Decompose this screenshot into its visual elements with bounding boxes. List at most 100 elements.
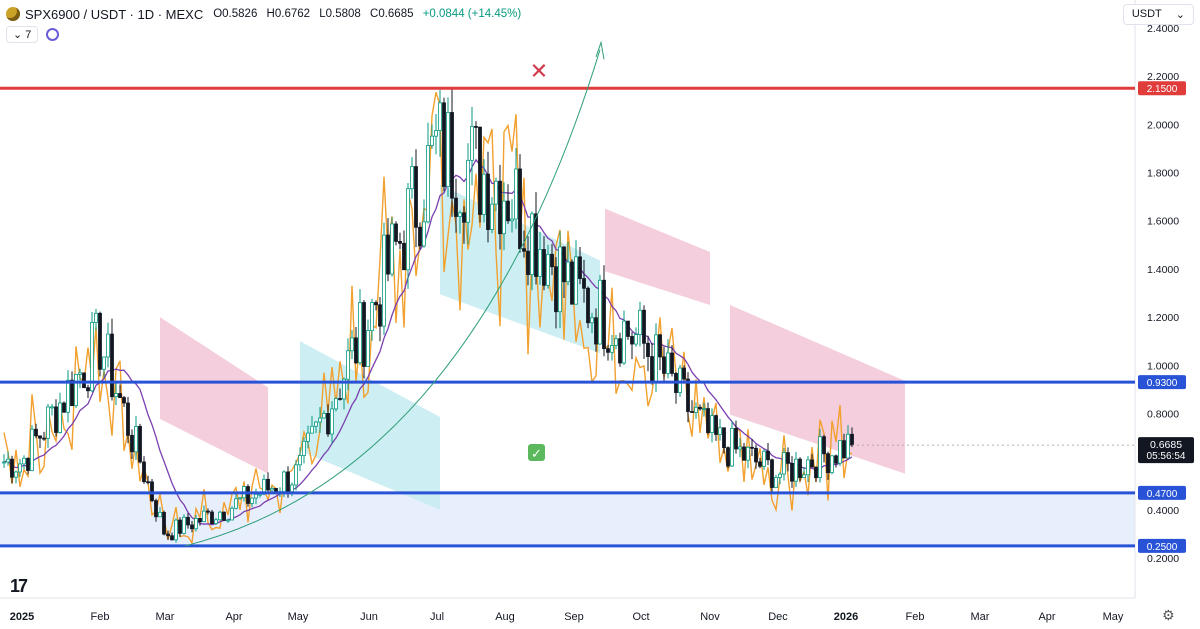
candle-body (650, 356, 654, 384)
candle-body (570, 261, 574, 305)
candle-body (354, 337, 358, 364)
candle-body (70, 379, 74, 407)
candle-body (142, 461, 146, 483)
candle-body (378, 304, 382, 327)
candle-body (554, 266, 558, 313)
candle-body (246, 486, 250, 504)
candle-body (598, 279, 602, 345)
candle-body (758, 461, 762, 467)
candle-body (542, 249, 546, 286)
candle-body (834, 455, 838, 464)
candle-body (318, 417, 322, 423)
candle-body (642, 309, 646, 344)
candle-body (118, 393, 122, 398)
candle-body (110, 333, 114, 398)
currency-select[interactable]: USDT ⌄ (1122, 4, 1194, 25)
tradingview-logo-icon: 17 (10, 576, 28, 596)
x-tick-label: Jul (430, 611, 444, 623)
candle-body (218, 511, 222, 521)
candle-body (90, 322, 94, 392)
candle-body (490, 203, 494, 230)
last-price-tag (1138, 437, 1194, 464)
candle-body (346, 350, 350, 380)
x-tick-label: Sep (564, 611, 584, 623)
y-tick-label: 2.4000 (1147, 23, 1179, 35)
candle-body (426, 145, 430, 223)
candle-body (574, 256, 578, 305)
candle-body (750, 446, 754, 449)
indicators-toggle-button[interactable]: ⌄ 7 (6, 26, 39, 43)
candle-body (514, 168, 518, 220)
level-label-0.9300: 0.9300 (1147, 378, 1178, 389)
trend-arrow-head-icon (595, 40, 605, 60)
candle-body (418, 226, 422, 247)
candle-body (342, 378, 346, 400)
candle-body (62, 402, 66, 413)
candle-body (86, 387, 90, 392)
candle-body (794, 458, 798, 482)
candle-body (406, 188, 410, 271)
check-mark-icon (528, 443, 545, 461)
candle-body (6, 458, 10, 463)
candle-body (714, 415, 718, 435)
candle-body (138, 425, 142, 463)
candle-body (10, 458, 14, 478)
candle-body (366, 330, 370, 367)
candle-body (566, 261, 570, 283)
candle-body (290, 484, 294, 493)
candle-body (802, 474, 806, 478)
candle-body (562, 246, 566, 283)
candle-body (818, 436, 822, 478)
candle-body (314, 421, 318, 427)
level-tag-0.9300 (1138, 375, 1186, 390)
candle-body (182, 516, 186, 534)
candle-body (414, 166, 418, 228)
candle-body (606, 348, 610, 353)
candle-body (58, 402, 62, 433)
y-tick-label: 1.8000 (1147, 168, 1179, 180)
candle-body (470, 125, 474, 161)
candle-body (326, 413, 330, 435)
candle-body (458, 212, 462, 217)
candle-body (506, 200, 510, 222)
sync-icon[interactable] (46, 28, 60, 41)
candle-body (690, 411, 694, 413)
candle-body (78, 372, 82, 375)
candle-body (350, 337, 354, 352)
candle-body (194, 518, 198, 530)
candle-body (294, 464, 298, 486)
symbol-title[interactable]: SPX6900 / USDT · 1D · MEXC (25, 6, 204, 22)
candle-body (154, 500, 158, 518)
candle-body (770, 459, 774, 488)
candle-body (14, 471, 18, 478)
candle-body (54, 406, 58, 433)
candle-body (474, 125, 478, 128)
chart-header: SPX6900 / USDT · 1D · MEXC O0.5826 H0.67… (6, 4, 527, 24)
gear-icon[interactable]: ⚙ (1162, 607, 1175, 623)
candle-body (778, 473, 782, 478)
chevron-down-icon: ⌄ (1175, 9, 1185, 21)
candle-body (634, 334, 638, 345)
candle-body (722, 427, 726, 449)
candle-body (682, 367, 686, 380)
candle-body (578, 256, 582, 279)
candle-body (178, 519, 182, 534)
close-value: C0.6685 (370, 8, 414, 20)
candle-body (50, 406, 54, 409)
candle-body (798, 458, 802, 478)
candle-body (206, 510, 210, 513)
candle-body (494, 180, 498, 205)
candle-body (502, 200, 506, 235)
x-tick-label: 2025 (10, 611, 34, 623)
candle-body (806, 459, 810, 476)
coin-logo-icon (6, 7, 20, 21)
candle-body (202, 510, 206, 523)
candle-body (38, 435, 42, 439)
x-tick-label: Mar (971, 611, 990, 623)
candle-body (26, 457, 30, 471)
candle-body (522, 248, 526, 252)
x-tick-label: Apr (1038, 611, 1055, 623)
ichimoku-cloud-4 (730, 305, 905, 474)
candle-body (678, 367, 682, 393)
